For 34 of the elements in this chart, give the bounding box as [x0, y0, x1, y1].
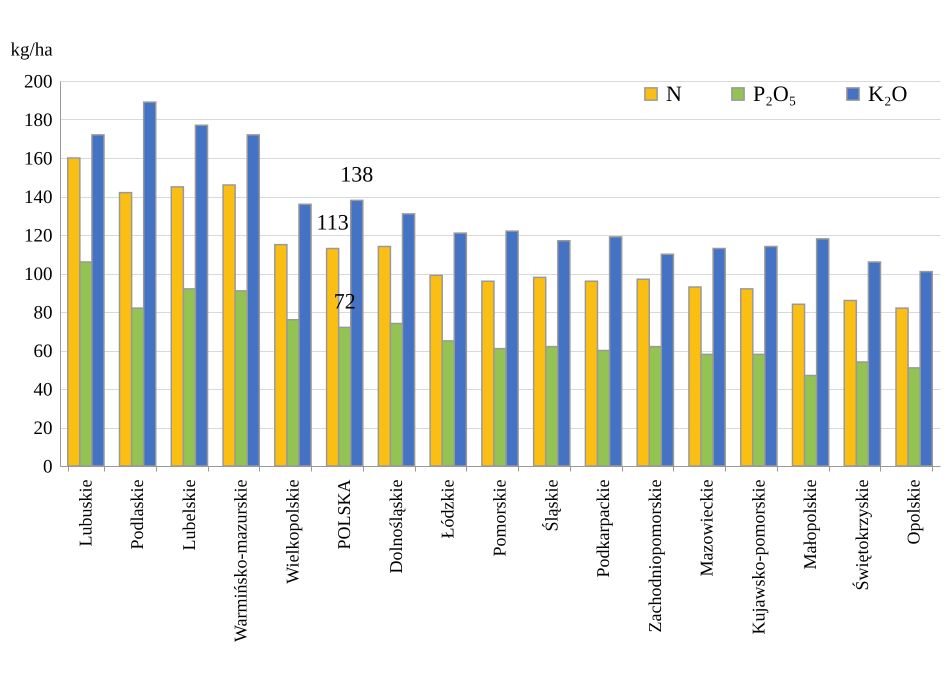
legend-label: N [666, 81, 682, 106]
x-tick-label: Warmińsko-mazurskie [230, 480, 251, 642]
x-tick-label: Lubuskie [75, 480, 96, 546]
y-tick-label: 180 [24, 110, 52, 131]
y-tick-label: 40 [34, 380, 52, 400]
x-tick-label: Podkarpackie [593, 479, 614, 578]
y-tick-label: 80 [34, 302, 52, 324]
y-tick-label: 120 [24, 226, 52, 246]
x-tick-label: Kujawsko-pomorskie [748, 479, 768, 634]
legend-label: K₂O [868, 81, 908, 106]
x-tick-label: Opolskie [904, 479, 924, 544]
x-tick-label: Podlaskie [127, 479, 148, 550]
x-tick-label: Mazowieckie [696, 479, 717, 576]
y-tick-label: 100 [24, 264, 52, 285]
x-tick-label: Łódzkie [438, 480, 458, 538]
y-tick-label: 200 [24, 72, 52, 92]
x-tick-label: Świętokrzyskie [852, 479, 872, 590]
x-tick-label: Dolnośląskie [386, 480, 406, 574]
x-tick-label: Małopolskie [800, 480, 820, 570]
y-tick-label: 0 [43, 456, 52, 478]
legend-label: P₂O₅ [753, 81, 796, 106]
data-label: 138 [340, 161, 374, 186]
y-tick-label: 140 [24, 187, 52, 208]
x-tick-label: Wielkopolskie [282, 480, 302, 584]
x-tick-label: POLSKA [334, 480, 354, 550]
x-tick-label: Zachodniopomorskie [644, 479, 665, 632]
y-tick-label: 20 [34, 418, 52, 439]
x-tick-label: Pomorskie [490, 480, 510, 557]
x-tick-label: Lubelskie [178, 479, 199, 550]
y-tick-label: 60 [34, 341, 52, 362]
x-tick-label: Śląskie [541, 479, 562, 532]
y-tick-label: 160 [24, 148, 52, 170]
y-axis-title: kg/ha [10, 40, 54, 60]
data-label: 113 [316, 209, 349, 234]
